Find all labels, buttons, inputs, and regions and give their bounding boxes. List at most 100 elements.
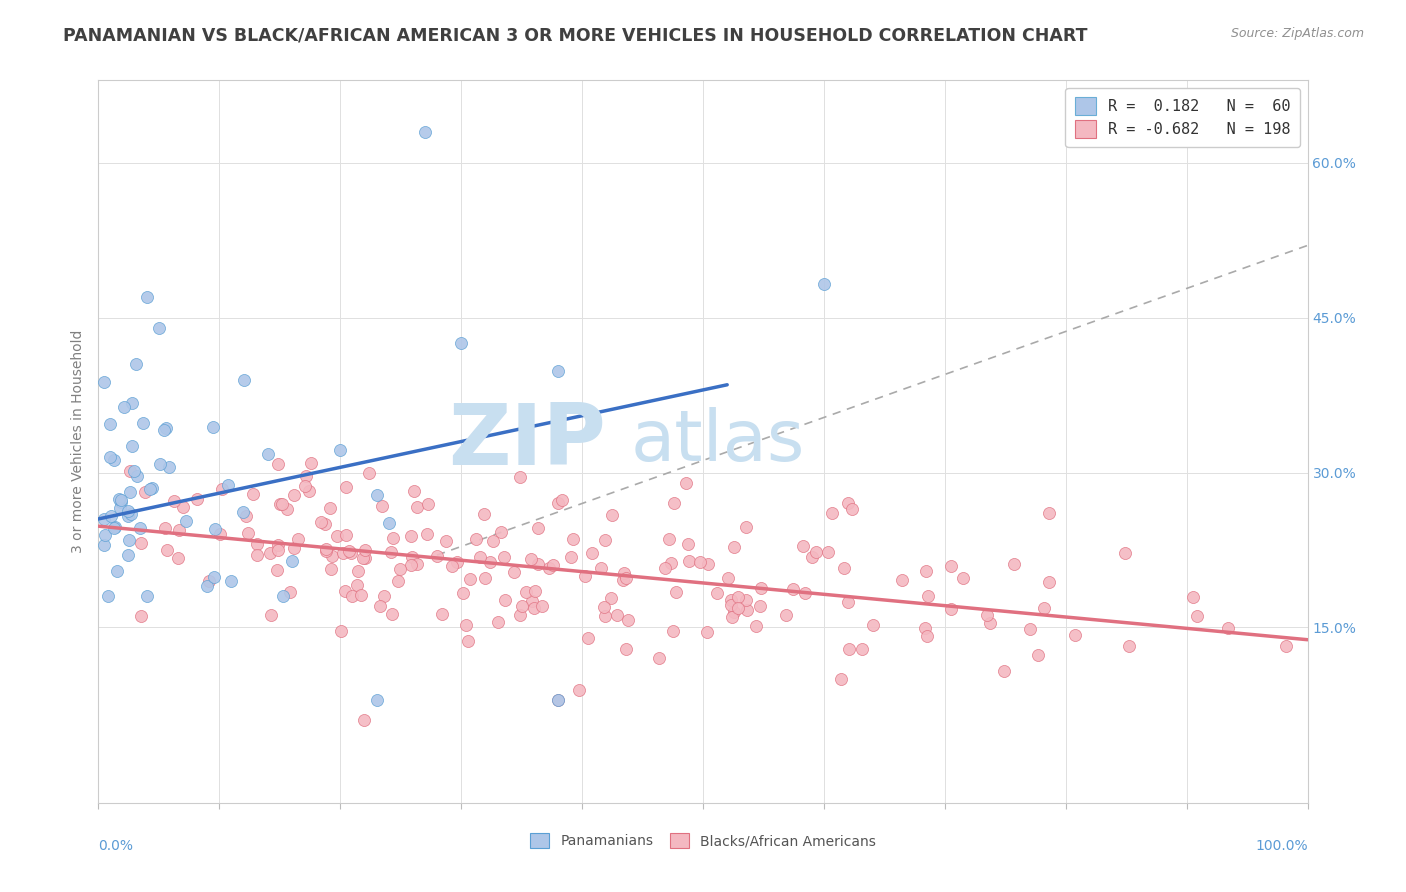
Point [267, 543, 290, 558]
Point [93, 538, 115, 552]
Point [366, 692, 388, 706]
Point [979, 616, 1001, 631]
Point [1038, 574, 1060, 589]
Text: 100.0%: 100.0% [1256, 838, 1308, 853]
Point [720, 610, 742, 624]
Point [547, 496, 569, 510]
Point [108, 492, 131, 507]
Point [735, 592, 758, 607]
Point [492, 549, 515, 564]
Point [593, 609, 616, 624]
Point [914, 621, 936, 635]
Point [152, 423, 174, 437]
Point [204, 522, 226, 536]
Point [430, 607, 453, 621]
Point [217, 477, 239, 491]
Point [211, 483, 233, 497]
Point [125, 357, 148, 371]
Point [112, 400, 135, 414]
Point [98, 450, 121, 465]
Point [256, 447, 278, 461]
Point [105, 564, 128, 578]
Point [440, 558, 463, 573]
Point [117, 549, 139, 563]
Point [523, 601, 546, 615]
Point [335, 584, 357, 599]
Point [454, 617, 477, 632]
Point [576, 631, 599, 645]
Point [366, 488, 388, 502]
Point [132, 416, 155, 430]
Point [354, 550, 377, 565]
Point [278, 585, 301, 599]
Point [129, 609, 152, 624]
Point [110, 492, 132, 507]
Point [121, 396, 143, 410]
Point [614, 571, 637, 585]
Point [267, 457, 290, 471]
Point [1026, 648, 1049, 662]
Point [271, 590, 294, 604]
Point [723, 540, 745, 554]
Point [678, 554, 700, 568]
Point [98, 417, 121, 432]
Point [357, 466, 380, 480]
Point [315, 544, 337, 558]
Point [329, 442, 352, 457]
Point [401, 549, 423, 564]
Point [568, 682, 591, 697]
Point [332, 546, 354, 560]
Point [457, 634, 479, 648]
Point [1004, 558, 1026, 572]
Point [232, 505, 254, 519]
Point [298, 484, 321, 499]
Point [1114, 546, 1136, 560]
Point [281, 554, 304, 568]
Point [720, 593, 742, 607]
Point [530, 599, 553, 613]
Point [665, 584, 688, 599]
Point [1216, 621, 1239, 635]
Point [135, 290, 157, 304]
Point [450, 336, 472, 351]
Point [389, 562, 412, 576]
Point [413, 125, 436, 139]
Point [401, 529, 423, 543]
Point [446, 555, 468, 569]
Point [209, 526, 232, 541]
Point [104, 519, 127, 533]
Text: ZIP: ZIP [449, 400, 606, 483]
Point [155, 421, 177, 435]
Point [321, 549, 343, 563]
Point [749, 599, 772, 613]
Text: Source: ZipAtlas.com: Source: ZipAtlas.com [1230, 27, 1364, 40]
Point [547, 692, 569, 706]
Point [675, 476, 697, 491]
Point [1019, 622, 1042, 636]
Point [952, 571, 974, 585]
Point [478, 555, 501, 569]
Point [562, 532, 585, 546]
Point [503, 566, 526, 580]
Point [659, 556, 682, 570]
Point [689, 555, 711, 569]
Point [352, 550, 374, 565]
Point [915, 629, 938, 643]
Point [121, 439, 143, 453]
Point [654, 561, 676, 575]
Point [125, 469, 148, 483]
Point [415, 527, 437, 541]
Point [494, 593, 516, 607]
Point [523, 584, 546, 599]
Point [134, 485, 156, 500]
Point [157, 459, 180, 474]
Point [468, 549, 491, 564]
Point [939, 602, 962, 616]
Point [547, 692, 569, 706]
Point [204, 570, 226, 584]
Point [110, 500, 132, 515]
Point [464, 532, 486, 546]
Point [862, 618, 884, 632]
Point [155, 521, 177, 535]
Point [373, 589, 395, 603]
